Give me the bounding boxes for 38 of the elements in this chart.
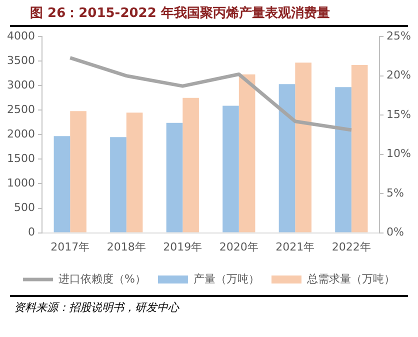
x-tick-label: 2021年 [276,240,315,254]
y2-tick-label: 25% [386,29,412,42]
y2-tick-label: 15% [386,108,412,121]
legend-label: 总需求量（万吨） [306,272,395,286]
y-tick-label: 1500 [6,152,35,166]
bar [166,122,183,232]
bar [335,87,352,232]
bar [182,98,199,232]
y-tick-label: 1000 [6,176,35,190]
legend-label: 进口依赖度（%） [58,272,146,286]
bar [351,65,368,232]
y-tick-label: 500 [14,201,35,214]
bar [110,137,126,232]
y-tick-label: 2000 [6,128,35,141]
y2-tick-label: 10% [386,147,412,160]
bar [70,111,86,232]
y2-tick-label: 0% [386,226,404,239]
y-tick-label: 4000 [6,29,35,42]
x-tick-label: 2018年 [106,240,146,254]
y-tick-label: 3000 [6,78,35,92]
bar [295,62,312,232]
x-tick-label: 2017年 [50,240,90,254]
chart-title: 图 26：2015-2022 年我国聚丙烯产量表观消费量 [10,0,408,27]
x-tick-label: 2022年 [332,240,371,254]
bar [54,136,70,232]
y-tick-label: 3500 [6,54,35,67]
y2-tick-label: 20% [386,68,412,82]
bar [278,84,296,232]
x-tick-label: 2019年 [163,240,202,254]
bar [222,106,239,232]
bar [126,112,143,232]
y-tick-label: 2500 [6,103,35,116]
legend-label: 产量（万吨） [193,272,260,286]
y-tick-label: 0 [28,226,35,239]
x-tick-label: 2020年 [219,240,258,254]
y2-tick-label: 5% [386,186,404,200]
text: 资料来源：招股说明书，研发中心 [14,300,180,315]
bar [238,74,256,232]
